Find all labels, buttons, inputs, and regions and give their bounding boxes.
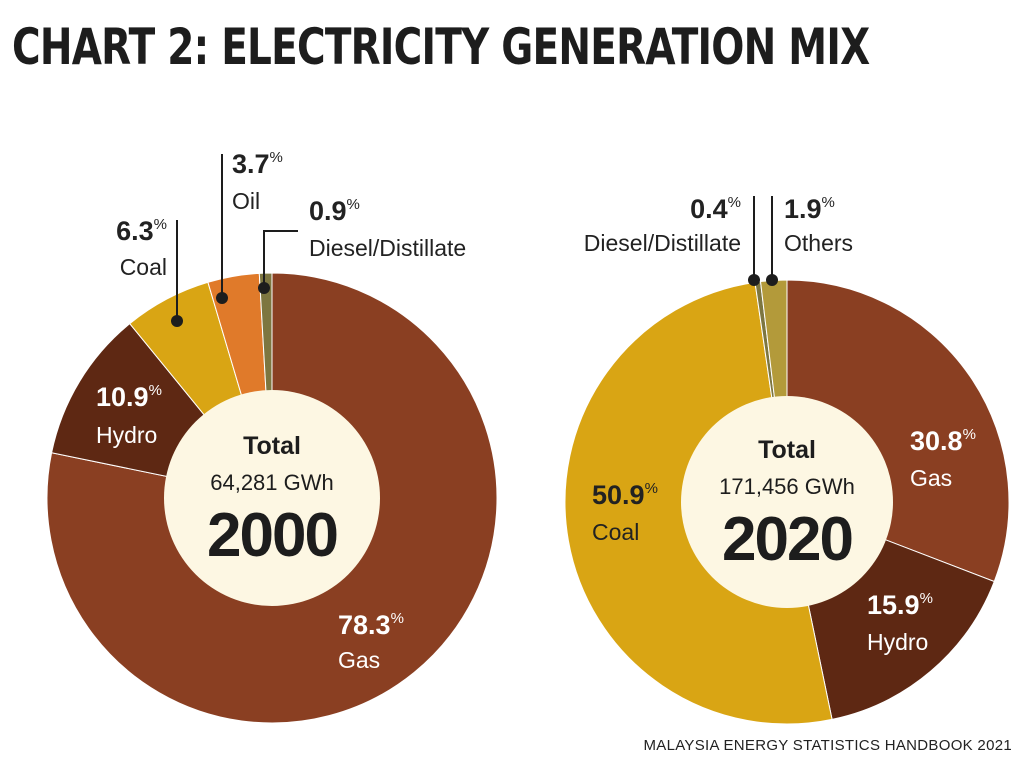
name-label-coal-2020: Coal: [592, 519, 639, 545]
chart-title: CHART 2: ELECTRICITY GENERATION MIX: [12, 18, 870, 76]
percent-sign: %: [728, 194, 741, 211]
leader-line-diesel-distillate-2000: [263, 230, 298, 288]
percent-sign: %: [154, 216, 167, 233]
total-label-2020: 171,456 GWh: [719, 474, 855, 499]
name-label-oil-2000: Oil: [232, 188, 260, 214]
percent-sign: %: [822, 194, 835, 211]
name-label-hydro-2020: Hydro: [867, 629, 928, 655]
center-label-2000: Total: [243, 432, 301, 460]
total-label-2000: 64,281 GWh: [210, 470, 334, 495]
name-label-hydro-2000: Hydro: [96, 422, 157, 448]
leader-dot-coal-2000: [171, 315, 183, 327]
value-label-diesel-distillate-2020: 0.4%: [690, 194, 741, 224]
name-label-coal-2000: Coal: [120, 254, 167, 280]
year-label-2000: 2000: [207, 501, 337, 570]
percent-sign: %: [645, 480, 658, 497]
source-note: MALAYSIA ENERGY STATISTICS HANDBOOK 2021: [643, 737, 1012, 754]
name-label-others-2020: Others: [784, 230, 853, 256]
leader-dot-oil-2000: [216, 292, 228, 304]
center-label-2020: Total: [758, 436, 816, 464]
leader-dot-others-2020: [766, 274, 778, 286]
name-label-diesel-distillate-2000: Diesel/Distillate: [309, 235, 466, 261]
percent-sign: %: [149, 382, 162, 399]
percent-sign: %: [347, 196, 360, 213]
name-label-diesel-distillate-2020: Diesel/Distillate: [584, 230, 741, 256]
percent-sign: %: [270, 149, 283, 166]
percent-sign: %: [391, 610, 404, 627]
name-label-gas-2020: Gas: [910, 465, 952, 491]
value-label-oil-2000: 3.7%: [232, 149, 283, 179]
percent-sign: %: [963, 426, 976, 443]
leader-dot-diesel-distillate-2000: [258, 282, 270, 294]
donut-center-2000: [164, 390, 380, 606]
value-label-coal-2000: 6.3%: [116, 216, 167, 246]
percent-sign: %: [920, 590, 933, 607]
year-label-2020: 2020: [722, 505, 852, 574]
donut-center-2020: [681, 396, 893, 608]
name-label-gas-2000: Gas: [338, 647, 380, 673]
leader-dot-diesel-distillate-2020: [748, 274, 760, 286]
value-label-diesel-distillate-2000: 0.9%: [309, 196, 360, 226]
value-label-others-2020: 1.9%: [784, 194, 835, 224]
